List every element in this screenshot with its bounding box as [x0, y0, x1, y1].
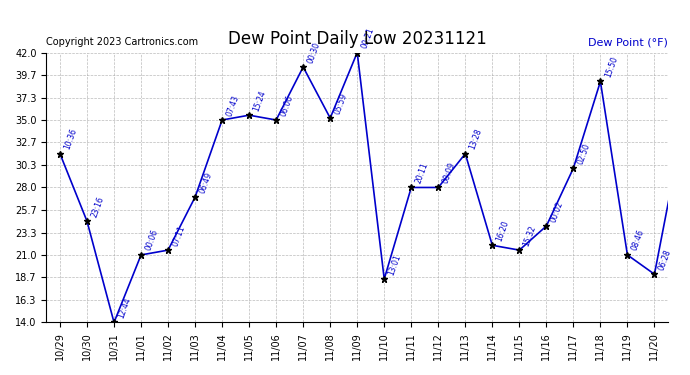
Text: Copyright 2023 Cartronics.com: Copyright 2023 Cartronics.com	[46, 37, 199, 47]
Text: 14:36: 14:36	[0, 374, 1, 375]
Text: 10:36: 10:36	[63, 128, 79, 151]
Text: 02:50: 02:50	[576, 142, 592, 165]
Text: 20:11: 20:11	[414, 161, 430, 185]
Text: 00:09: 00:09	[441, 161, 457, 185]
Title: Dew Point Daily Low 20231121: Dew Point Daily Low 20231121	[228, 30, 486, 48]
Text: 08:46: 08:46	[630, 228, 646, 252]
Text: 00:06: 00:06	[144, 228, 160, 252]
Text: 15:50: 15:50	[603, 55, 619, 79]
Text: 00:30: 00:30	[306, 40, 322, 64]
Text: 07:43: 07:43	[225, 93, 241, 117]
Text: 00:21: 00:21	[360, 26, 376, 50]
Text: 12:44: 12:44	[117, 296, 132, 320]
Text: 06:06: 06:06	[279, 93, 295, 117]
Text: Dew Point (°F): Dew Point (°F)	[588, 37, 668, 47]
Text: 13:01: 13:01	[387, 253, 403, 276]
Text: 07:11: 07:11	[171, 224, 187, 248]
Text: 15:32: 15:32	[522, 224, 538, 248]
Text: 23:16: 23:16	[90, 195, 106, 218]
Text: 06:49: 06:49	[198, 171, 214, 194]
Text: 13:28: 13:28	[468, 128, 484, 151]
Text: 16:20: 16:20	[495, 219, 511, 243]
Text: 05:59: 05:59	[333, 92, 349, 115]
Text: 00:02: 00:02	[549, 200, 565, 223]
Text: 06:28: 06:28	[657, 248, 673, 272]
Text: 15:24: 15:24	[252, 89, 268, 112]
